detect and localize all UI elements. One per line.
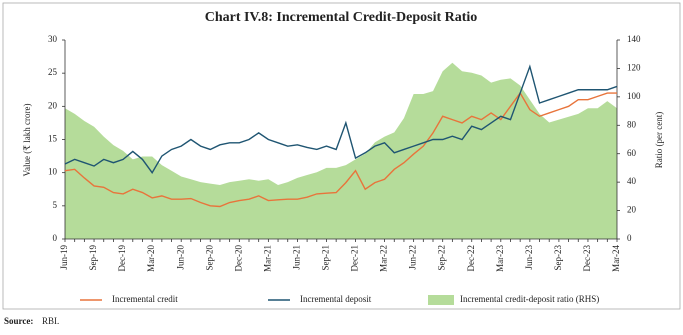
y2-axis-label: Ratio (per cent) xyxy=(654,112,664,168)
y-axis-label: Value (₹ lakh crore) xyxy=(22,104,32,177)
x-tick-label: Jun-19 xyxy=(59,245,69,270)
y-tick-label: 10 xyxy=(48,167,58,177)
line xyxy=(64,91,617,208)
x-tick-label: Mar-23 xyxy=(495,245,505,272)
x-tick-label: Dec-23 xyxy=(582,245,592,272)
x-tick-label: Mar-21 xyxy=(262,245,272,272)
x-tick-label: Sep-23 xyxy=(553,245,563,271)
x-tick-label: Dec-20 xyxy=(233,245,243,272)
x-tick-label: Dec-22 xyxy=(466,245,476,272)
x-tick-label: Sep-20 xyxy=(204,245,214,271)
x-tick-label: Sep-19 xyxy=(88,245,98,271)
source-text: RBI. xyxy=(42,316,59,326)
y-tick-label: 5 xyxy=(53,200,58,210)
x-tick-label: Jun-22 xyxy=(408,245,418,270)
legend-label: Incremental deposit xyxy=(300,294,372,304)
y-tick-label: 25 xyxy=(48,67,58,77)
y2-tick-label: 20 xyxy=(627,205,637,215)
ratio-area xyxy=(65,62,617,239)
source-label: Source: xyxy=(4,316,33,326)
chart-frame xyxy=(2,2,681,310)
x-tick-label: Mar-22 xyxy=(379,245,389,272)
line xyxy=(64,64,618,174)
x-tick-label: Sep-22 xyxy=(437,245,447,271)
x-tick-label: Dec-19 xyxy=(117,245,127,272)
x-tick-label: Jun-23 xyxy=(524,245,534,270)
x-tick-label: Jun-21 xyxy=(291,245,301,270)
y-tick-label: 15 xyxy=(48,134,58,144)
x-tick-label: Jun-20 xyxy=(175,245,185,270)
legend-label: Incremental credit xyxy=(112,294,178,304)
x-tick-label: Sep-21 xyxy=(321,245,331,271)
y2-tick-label: 40 xyxy=(627,176,637,186)
y2-tick-label: 80 xyxy=(627,119,637,129)
y2-tick-label: 100 xyxy=(627,91,641,101)
y2-tick-label: 120 xyxy=(627,62,641,72)
y2-tick-label: 60 xyxy=(627,148,637,158)
y-tick-label: 30 xyxy=(48,34,58,44)
chart-title: Chart IV.8: Incremental Credit-Deposit R… xyxy=(205,10,478,25)
x-tick-label: Dec-21 xyxy=(350,245,360,272)
y2-tick-label: 140 xyxy=(627,34,641,44)
y-tick-label: 0 xyxy=(53,233,58,243)
x-tick-label: Mar-20 xyxy=(146,245,156,272)
y2-tick-label: 0 xyxy=(627,233,632,243)
legend-label: Incremental credit-deposit ratio (RHS) xyxy=(460,294,599,304)
y-tick-label: 20 xyxy=(48,100,58,110)
x-tick-label: Mar-24 xyxy=(611,245,621,272)
legend-swatch xyxy=(428,295,454,305)
